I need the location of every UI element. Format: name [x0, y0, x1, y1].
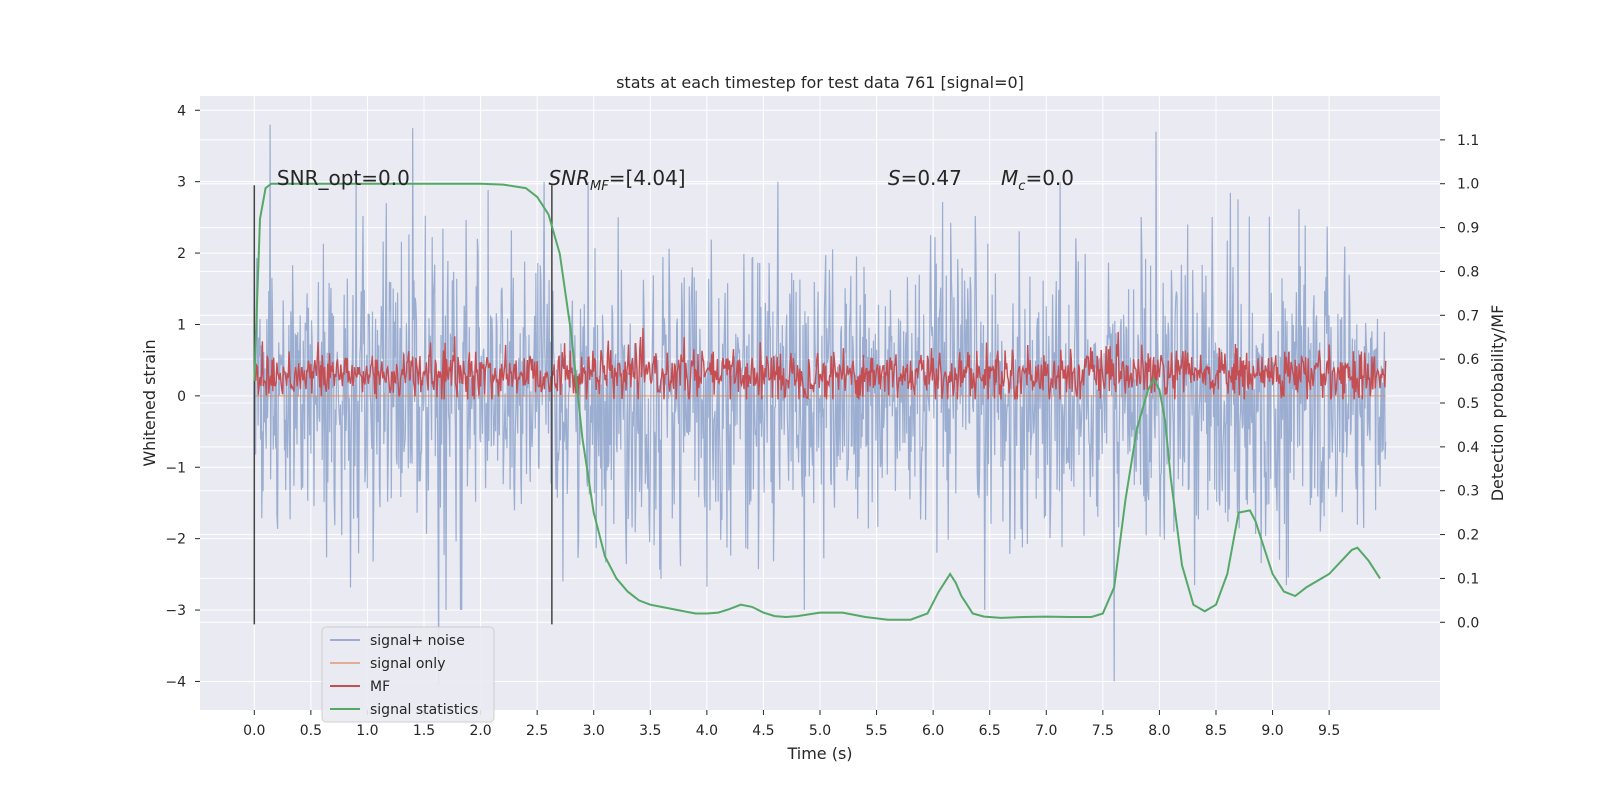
y-tick-label-right: 0.8	[1457, 264, 1479, 280]
x-ticks: 0.0 0.5 1.0 1.5 2.0 2.5 3.0 3.5 4.0 4.5 5.0 5.5 6.0 6…	[243, 710, 1340, 739]
y-tick-label-right: 0.5	[1457, 396, 1479, 412]
y-ticks-left: 4 3 2 1 0 −1 −2 −3 −4	[165, 103, 200, 690]
annotation-0: SNR_opt=0.0	[277, 166, 410, 190]
x-tick-label: 1.0	[356, 723, 378, 739]
vertical-lines	[253, 185, 553, 625]
x-tick-label: 8.5	[1205, 723, 1227, 739]
x-tick-label: 9.5	[1318, 723, 1340, 739]
annotation-3: Mc=0.0	[1001, 166, 1074, 194]
legend-label-signal-noise: signal+ noise	[370, 633, 465, 649]
x-axis-label: Time (s)	[786, 744, 852, 763]
x-tick-label: 9.0	[1261, 723, 1283, 739]
y-axis-label-right: Detection probability/MF	[1488, 305, 1507, 502]
x-tick-label: 2.0	[469, 723, 491, 739]
x-tick-label: 6.5	[979, 723, 1001, 739]
mf-series	[253, 327, 1387, 400]
signal-statistics-series	[253, 182, 1381, 621]
x-tick-label: 6.0	[922, 723, 944, 739]
y-tick-label-right: 1.1	[1457, 133, 1479, 149]
y-tick-label-right: 0.9	[1457, 221, 1479, 237]
y-tick-label-left: 2	[177, 246, 186, 262]
x-tick-label: 3.5	[639, 723, 661, 739]
y-tick-label-left: 1	[177, 317, 186, 333]
annotations: SNR_opt=0.0 SNRMF=[4.04] S=0.47 Mc=0.0	[277, 166, 1074, 194]
y-tick-label-right: 0.3	[1457, 484, 1479, 500]
x-tick-label: 5.0	[809, 723, 831, 739]
y-axis-label-left: Whitened strain	[140, 339, 159, 466]
annotation-1: SNRMF=[4.04]	[548, 166, 685, 194]
y-tick-label-left: 4	[177, 103, 186, 119]
chart-title: stats at each timestep for test data 761…	[616, 73, 1024, 92]
legend-label-signal-only: signal only	[370, 656, 445, 672]
y-tick-label-left: −4	[165, 674, 186, 690]
line-signal-statistics	[253, 182, 1381, 621]
y-tick-label-right: 0.6	[1457, 352, 1479, 368]
y-tick-label-right: 1.0	[1457, 177, 1479, 193]
x-tick-label: 5.5	[865, 723, 887, 739]
x-tick-label: 4.0	[696, 723, 718, 739]
y-tick-label-right: 0.0	[1457, 615, 1479, 631]
y-tick-label-right: 0.1	[1457, 571, 1479, 587]
y-ticks-right: 1.1 1.0 0.9 0.8 0.7 0.6 0.5 0.4 0.3 0.2 0.1 0.0	[1440, 133, 1479, 631]
y-tick-label-left: −3	[165, 603, 186, 619]
y-tick-label-left: 3	[177, 175, 186, 191]
line-signal-noise	[253, 124, 1387, 686]
line-mf	[253, 327, 1387, 400]
x-tick-label: 4.5	[752, 723, 774, 739]
y-tick-label-right: 0.2	[1457, 528, 1479, 544]
x-tick-label: 7.0	[1035, 723, 1057, 739]
x-tick-label: 7.5	[1092, 723, 1114, 739]
x-tick-label: 0.5	[300, 723, 322, 739]
signal-noise-series	[253, 124, 1387, 686]
y-tick-label-left: −1	[165, 460, 186, 476]
y-tick-label-left: 0	[177, 389, 186, 405]
x-tick-label: 3.0	[583, 723, 605, 739]
x-tick-label: 8.0	[1148, 723, 1170, 739]
legend-label-signal-statistics: signal statistics	[370, 702, 478, 718]
y-tick-label-right: 0.7	[1457, 308, 1479, 324]
x-tick-label: 2.5	[526, 723, 548, 739]
annotation-2: S=0.47	[888, 166, 962, 190]
legend-box	[321, 626, 495, 723]
y-tick-label-right: 0.4	[1457, 440, 1479, 456]
legend-label-mf: MF	[370, 679, 390, 695]
y-tick-label-left: −2	[165, 532, 186, 548]
x-tick-label: 1.5	[413, 723, 435, 739]
legend: signal+ noise signal only MF signal stat…	[321, 626, 495, 723]
x-tick-label: 0.0	[243, 723, 265, 739]
